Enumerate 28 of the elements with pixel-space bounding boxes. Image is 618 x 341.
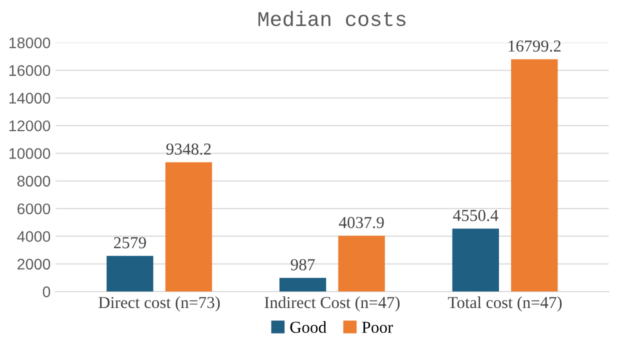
x-tick-label: Total cost (n=47) <box>448 296 562 312</box>
bar <box>165 162 212 292</box>
y-tick-label: 10000 <box>9 148 50 159</box>
x-tick-label: Direct cost (n=73) <box>98 296 220 312</box>
y-tick-label: 18000 <box>9 37 50 48</box>
bar <box>511 59 558 292</box>
data-label: 4550.4 <box>453 210 498 222</box>
y-tick-label: 14000 <box>9 92 50 104</box>
x-tick-label: Indirect Cost (n=47) <box>264 296 400 312</box>
y-tick-label: 4000 <box>17 231 50 242</box>
y-tick-label: 8000 <box>17 176 50 187</box>
chart-title: Median costs <box>258 10 406 26</box>
data-label: 4037.9 <box>338 216 384 228</box>
data-label: 987 <box>290 259 315 270</box>
legend-label: Poor <box>362 322 393 333</box>
y-tick-label: 12000 <box>9 120 50 132</box>
bar <box>106 256 154 292</box>
y-tick-label: 2000 <box>18 258 50 270</box>
data-label: 16799.2 <box>508 40 561 52</box>
data-label: 2579 <box>114 237 146 248</box>
bar <box>279 278 326 292</box>
y-tick-label: 16000 <box>9 65 50 76</box>
bar <box>338 236 385 292</box>
y-tick-label: 6000 <box>18 203 50 214</box>
data-label: 9348.2 <box>166 143 211 155</box>
bar <box>452 228 499 292</box>
legend-label: Good <box>290 321 326 333</box>
y-tick-label: 0 <box>42 286 50 298</box>
